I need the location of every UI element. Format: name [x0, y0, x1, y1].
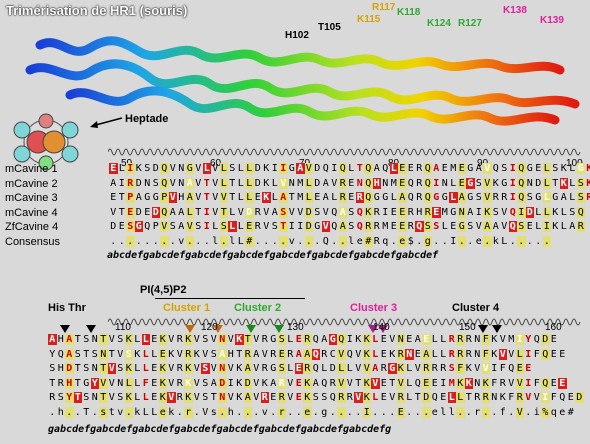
cluster-marker-triangle: [185, 325, 195, 333]
sequence-name: mCavine 1: [5, 163, 58, 175]
heptad-wheel-diagram: [13, 113, 79, 171]
sequence-name: Consensus: [5, 235, 61, 248]
helix-coil-ruler: [108, 148, 581, 156]
helix-coil-ruler: [108, 318, 581, 326]
cluster-label: His Thr: [48, 302, 86, 314]
helix-strand-top: [35, 36, 565, 75]
helix-strand-bottom: [65, 86, 560, 126]
cluster-marker-triangle: [492, 325, 502, 333]
cluster-label: Cluster 1: [163, 302, 211, 314]
cluster-label: Cluster 3: [350, 302, 398, 314]
position-number: 150: [459, 322, 476, 333]
residue-label: T105: [318, 22, 341, 33]
pip2-label: PI(4,5)P2: [140, 284, 187, 296]
residue-label: R117: [372, 2, 396, 13]
cluster-marker-triangle: [478, 325, 488, 333]
sequence-name: mCavine 3: [5, 192, 58, 204]
position-number: 130: [287, 322, 304, 333]
residue-label: R127: [458, 18, 482, 29]
heptad-arrow: [90, 117, 123, 128]
residue-label: K139: [540, 15, 564, 26]
position-number: 90: [477, 158, 488, 169]
residue-label: K115: [357, 14, 381, 25]
sequence-name: mCavine 2: [5, 177, 58, 190]
position-number: 140: [373, 322, 390, 333]
sequence-name: mCavine 4: [5, 206, 58, 219]
position-number: 100: [566, 158, 583, 169]
cluster-marker-triangle: [274, 325, 284, 333]
cluster-marker-triangle: [368, 325, 378, 333]
cluster-marker-triangle: [378, 325, 388, 333]
position-number: 160: [545, 322, 562, 333]
sequence-name: ZfCavine 4: [5, 221, 59, 233]
cluster-marker-triangle: [60, 325, 70, 333]
position-number: 110: [115, 322, 131, 333]
helix-trimer-illustration: [25, 36, 580, 126]
cluster-marker-triangle: [213, 325, 223, 333]
residue-label: H102: [285, 30, 309, 41]
position-number: 120: [201, 322, 218, 333]
figure-title: Trimérisation de HR1 (souris): [6, 3, 188, 18]
pip2-bracket: [155, 298, 305, 299]
residue-label: K118: [397, 7, 421, 18]
cluster-marker-triangle: [246, 325, 256, 333]
cluster-label: Cluster 2: [234, 302, 282, 314]
residue-label: K138: [503, 5, 527, 16]
heptad-row-block1: abcdefgabcdefgabcdefgabcdefgabcdefgabcde…: [107, 250, 439, 261]
cluster-marker-triangle: [86, 325, 96, 333]
cluster-label: Cluster 4: [452, 302, 500, 314]
residue-label: K124: [427, 18, 451, 29]
heptad-row-block2: gabcdefgabcdefgabcdefgabcdefgabcdefgabcd…: [48, 424, 392, 435]
position-number: 60: [210, 158, 222, 169]
heptad-label: Heptade: [125, 113, 169, 125]
helix-strand-middle: [25, 59, 580, 109]
